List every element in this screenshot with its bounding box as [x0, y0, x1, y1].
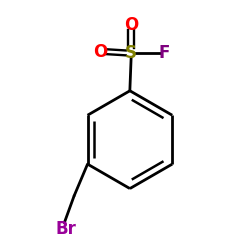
- Text: Br: Br: [55, 220, 76, 238]
- Text: O: O: [94, 43, 108, 61]
- Text: F: F: [158, 44, 170, 62]
- Text: S: S: [125, 44, 137, 62]
- Text: O: O: [124, 16, 138, 34]
